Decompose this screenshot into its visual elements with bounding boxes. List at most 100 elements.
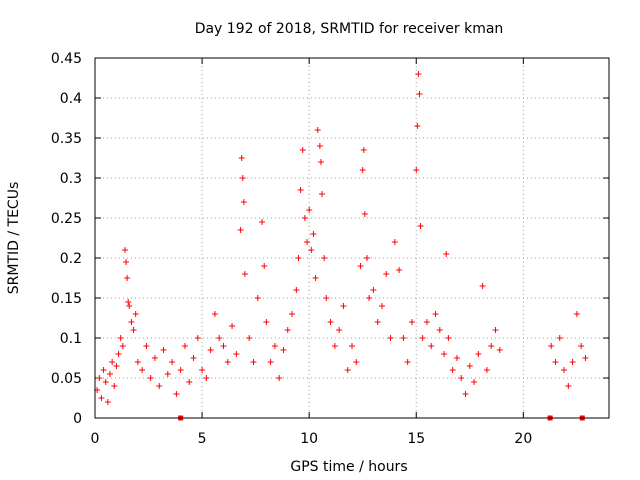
data-point — [240, 199, 247, 205]
data-point — [280, 347, 287, 353]
data-point — [340, 303, 347, 309]
data-point — [239, 175, 246, 181]
data-point — [475, 351, 482, 357]
x-tick-label: 10 — [300, 431, 318, 447]
data-point — [132, 311, 139, 317]
data-point — [413, 167, 420, 173]
data-point — [169, 359, 176, 365]
data-point — [561, 367, 568, 373]
data-point — [130, 327, 137, 333]
data-point — [125, 299, 132, 305]
y-tick-label: 0.2 — [60, 251, 82, 267]
data-point — [387, 335, 394, 341]
data-point — [128, 319, 135, 325]
data-point — [370, 287, 377, 293]
data-point — [263, 319, 270, 325]
data-point — [254, 295, 261, 301]
data-point — [366, 295, 373, 301]
data-point — [441, 351, 448, 357]
data-point — [164, 371, 171, 377]
data-point — [267, 359, 274, 365]
data-point — [336, 327, 343, 333]
data-point — [98, 395, 105, 401]
data-point — [391, 239, 398, 245]
data-point — [246, 335, 253, 341]
data-point — [400, 335, 407, 341]
data-point — [357, 263, 364, 269]
data-point — [237, 227, 244, 233]
data-point — [569, 359, 576, 365]
data-point — [316, 143, 323, 149]
x-tick-labels: 0 5 10 15 20 — [91, 431, 533, 447]
data-point — [449, 367, 456, 373]
data-point — [115, 351, 122, 357]
data-point — [349, 343, 355, 349]
data-point — [306, 207, 313, 213]
data-point — [199, 367, 206, 373]
data-point — [211, 311, 218, 317]
data-point — [143, 343, 150, 349]
data-point — [359, 167, 366, 173]
x-tick-label: 0 — [91, 431, 100, 447]
data-point — [374, 319, 381, 325]
data-point — [573, 311, 580, 317]
data-point — [220, 343, 227, 349]
data-point — [271, 343, 278, 349]
data-point — [363, 255, 370, 261]
data-point — [419, 335, 426, 341]
data-point — [471, 379, 478, 385]
y-tick-label: 0.35 — [51, 131, 82, 147]
data-points — [94, 71, 589, 405]
x-tick-label: 5 — [198, 431, 207, 447]
data-point — [96, 375, 103, 381]
data-point — [416, 91, 423, 97]
data-point — [238, 155, 245, 161]
data-point — [408, 319, 415, 325]
data-point — [194, 335, 201, 341]
plot-frame — [94, 57, 610, 419]
data-point — [106, 371, 113, 377]
data-point — [119, 343, 126, 349]
data-point — [378, 303, 385, 309]
y-tick-label: 0.3 — [60, 171, 82, 187]
data-point — [121, 247, 128, 253]
x-tick-label: 20 — [514, 431, 532, 447]
data-point — [317, 159, 324, 165]
data-point — [113, 363, 120, 369]
x-tick-label: 15 — [407, 431, 425, 447]
data-point — [100, 367, 107, 373]
data-point — [445, 335, 452, 341]
data-point — [360, 147, 367, 153]
data-point — [203, 375, 210, 381]
grid-lines — [95, 58, 609, 418]
data-point — [276, 375, 283, 381]
data-point — [123, 259, 130, 265]
data-point — [428, 343, 435, 349]
data-point — [310, 231, 317, 237]
data-point — [117, 335, 124, 341]
data-point — [556, 335, 563, 341]
data-point — [462, 391, 469, 397]
data-point — [321, 255, 328, 261]
data-point — [327, 319, 334, 325]
y-tick-label: 0.1 — [60, 331, 82, 347]
data-point — [353, 359, 360, 365]
data-point — [229, 323, 236, 329]
y-tick-label: 0.05 — [51, 371, 82, 387]
data-point — [261, 263, 268, 269]
data-point — [289, 311, 296, 317]
y-tick-label: 0.25 — [51, 211, 82, 227]
data-point — [293, 287, 300, 293]
y-tick-label: 0.15 — [51, 291, 82, 307]
data-point — [284, 327, 291, 333]
data-point — [578, 343, 585, 349]
data-point — [181, 343, 188, 349]
data-point — [331, 343, 338, 349]
data-point — [361, 211, 368, 217]
data-point — [151, 355, 158, 361]
data-point — [423, 319, 430, 325]
data-point — [496, 347, 503, 353]
data-point — [458, 375, 465, 381]
data-point — [312, 275, 319, 281]
data-point — [126, 303, 133, 309]
